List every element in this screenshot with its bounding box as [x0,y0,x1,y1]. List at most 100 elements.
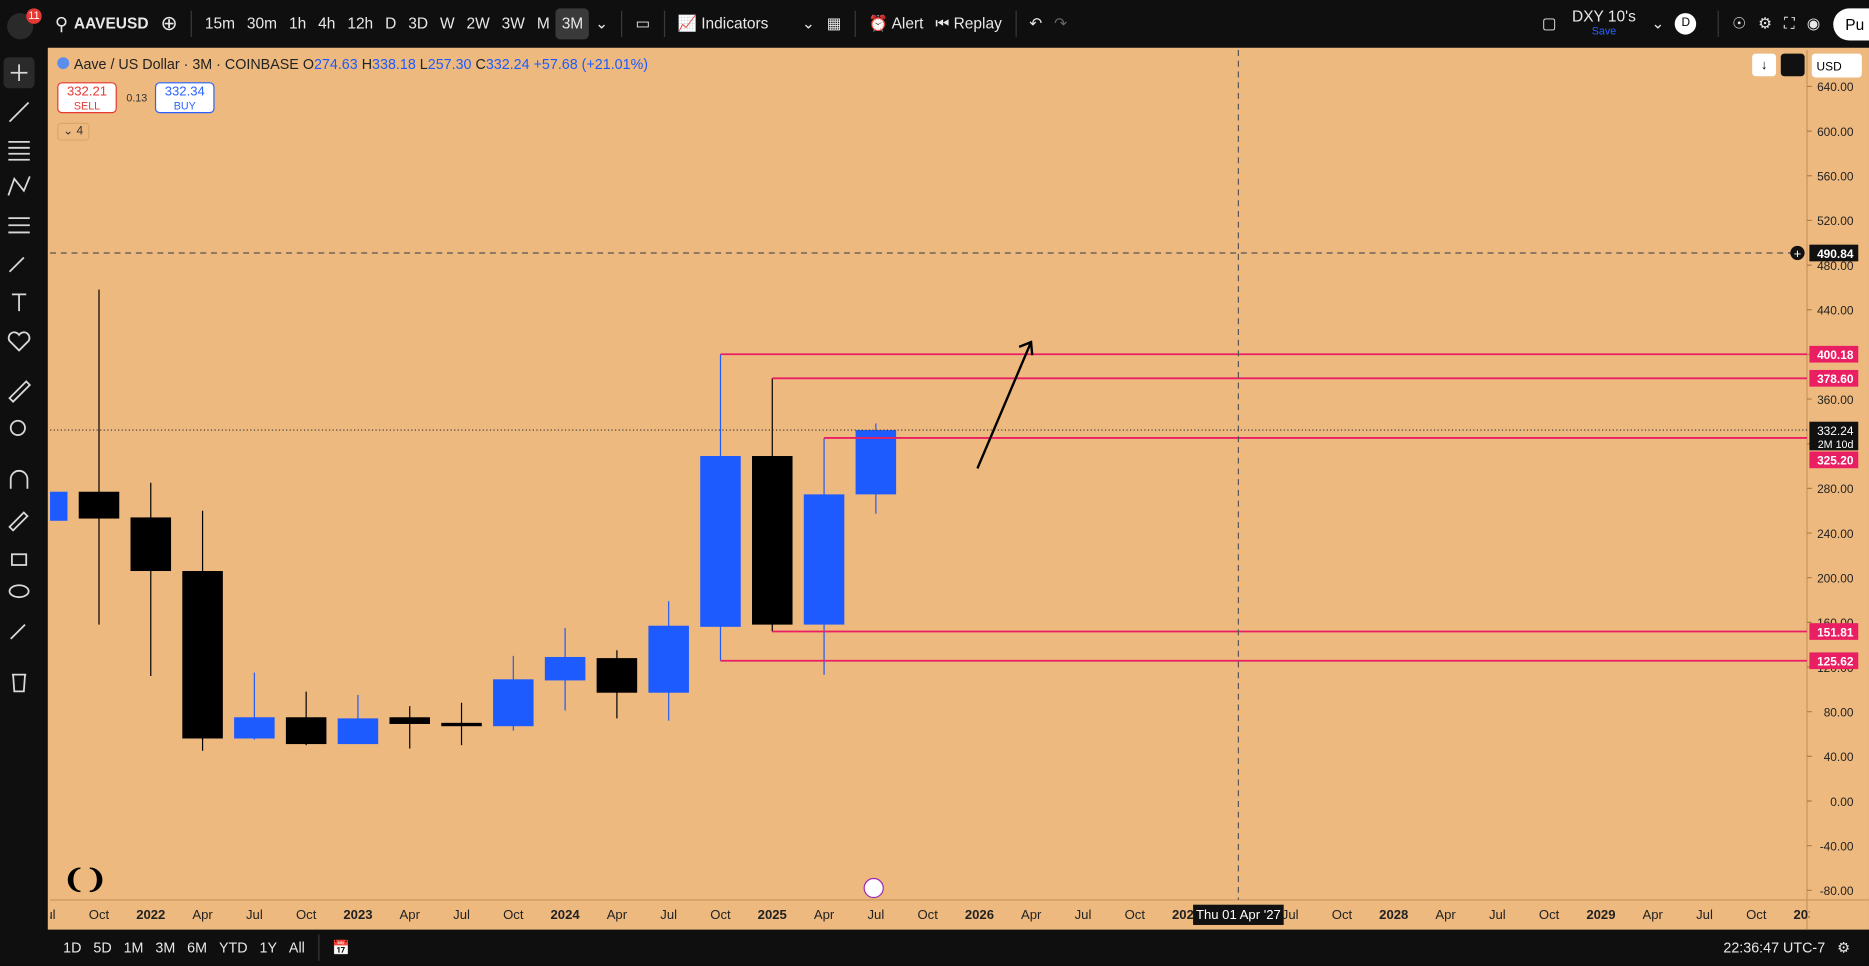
sell-button[interactable]: 332.21 SELL [57,82,117,114]
delete-tool[interactable] [11,673,27,693]
layout-checkbox[interactable]: ▢ [1541,14,1557,33]
interval-button[interactable]: D [385,14,397,33]
interval-button[interactable]: 3W [501,14,525,33]
measure-tool[interactable] [8,380,32,403]
interval-button[interactable]: 3M [555,8,590,40]
text-tool[interactable] [11,293,27,312]
level-label: 325.20 [1817,454,1854,468]
arrow-drawing[interactable] [976,340,1034,469]
chart-type[interactable]: ▭ [635,14,651,33]
interval-button[interactable]: 15m [204,14,236,33]
interval-button[interactable]: 1h [288,14,307,33]
timezone-settings[interactable]: ⚙ [1837,939,1850,956]
replay-button[interactable]: ⏮ Replay [935,14,1002,33]
prediction-tool[interactable] [8,217,30,234]
add-symbol[interactable]: ⊕ [160,11,178,35]
candle-body [493,679,534,727]
scroll-button[interactable] [1752,53,1777,77]
layout-dropdown[interactable]: ⌄ [1651,14,1665,33]
interval-button[interactable]: 3D [408,14,429,33]
link-tool[interactable] [10,623,26,640]
x-tick-label: Oct [89,907,110,922]
goto-date[interactable]: 📅 [332,939,351,956]
hide-tool[interactable] [8,584,30,599]
brush-tool[interactable] [8,256,25,273]
buy-button[interactable]: 332.34 BUY [154,82,215,114]
interval-button[interactable]: 4h [318,14,336,33]
layout-name[interactable]: DXY 10's Save [1572,8,1636,39]
range-button[interactable]: 6M [187,939,208,956]
y-tick-label: 240.00 [1817,527,1854,541]
y-tick-label: 0.00 [1830,795,1854,809]
add-alert-button[interactable] [1790,245,1805,261]
legend-title: Aave / US Dollar · 3M · COINBASE [73,56,299,73]
stay-drawing-tool[interactable] [8,511,29,532]
symbol-search[interactable]: AAVEUSD [73,14,149,33]
indicators-button[interactable]: 📈 Indicators [677,14,769,33]
layouts-button[interactable]: ▦ [826,14,842,33]
interval-button[interactable]: 12h [347,14,374,33]
candle-body [337,718,379,745]
range-button[interactable]: 1M [123,939,144,956]
range-button[interactable]: 1D [63,939,82,956]
clock: 22:36:47 UTC-7 [1723,939,1826,956]
range-button[interactable]: 3M [155,939,176,956]
avatar[interactable]: D [1675,13,1697,35]
x-tick-label: Oct [1125,907,1146,922]
indicator-templates[interactable]: ⌄ [801,14,815,33]
interval-button[interactable]: 30m [246,14,278,33]
candle-body [389,717,430,724]
interval-button[interactable]: 2W [466,14,490,33]
currency-button[interactable] [1811,53,1862,78]
x-tick-label: Apr [1021,907,1042,922]
interval-dropdown[interactable]: ⌄ [595,14,609,33]
level-label: 151.81 [1817,625,1854,639]
range-button[interactable]: YTD [218,939,248,956]
fullscreen-button[interactable]: ⛶ [1783,14,1795,33]
pattern-tool[interactable] [7,176,31,196]
interval-button[interactable]: M [536,14,550,33]
ohlc-value: 338.18 [372,56,416,73]
crosshair-tool[interactable] [10,64,28,82]
level-label-bg [1809,652,1859,670]
y-tick-label: 640.00 [1817,80,1854,94]
x-tick-label: Apr [814,907,835,922]
range-button[interactable]: 5D [93,939,112,956]
screenshot-button[interactable] [1780,53,1805,77]
symbol-icon [57,57,70,70]
lock-tool[interactable] [11,553,28,566]
x-tick-label: Oct [296,907,317,922]
ohlc-value: 274.63 [313,56,358,73]
level-label: 125.62 [1817,655,1854,669]
fib-tool[interactable] [8,140,30,161]
y-tick-label: 200.00 [1817,571,1854,585]
menu-button[interactable]: 11 [5,6,46,42]
quick-search[interactable]: ☉ [1732,14,1747,33]
zoom-tool[interactable] [9,419,26,436]
legend: Aave / US Dollar · 3M · COINBASE O274.63… [57,56,648,73]
favorites-tool[interactable] [7,331,31,352]
chart[interactable]: -80.00-40.000.0040.0080.00120.00160.0020… [47,47,1869,930]
crosshair-date-bg [1193,904,1284,925]
redo-button[interactable]: ↷ [1054,14,1068,33]
interval-list: 15m 30m 1h 4h 12h D 3D W 2W 3W M 3M [199,8,590,40]
magnet-tool[interactable] [9,470,29,489]
indicators-toggle[interactable]: ⌄ 4 [57,122,90,141]
range-list: 1D 5D 1M 3M 6M YTD 1Y All [57,939,311,956]
level-label: 400.18 [1817,348,1854,362]
range-button[interactable]: 1Y [259,939,278,956]
x-tick-label: Jul [246,907,263,922]
alert-button[interactable]: ⏰ Alert [868,14,924,33]
settings-button[interactable]: ⚙ [1758,14,1773,33]
ohlc-value: 332.24 [485,56,530,73]
publish-button[interactable]: Pu [1833,7,1869,40]
undo-button[interactable]: ↶ [1029,14,1043,33]
range-button[interactable]: All [288,939,305,956]
events-icon[interactable] [863,877,884,899]
ohlc-key: C [475,56,486,73]
sell-price: 332.21 [66,84,108,99]
interval-button[interactable]: W [439,14,455,33]
snapshot-button[interactable]: ◉ [1806,14,1821,33]
trend-line-tool[interactable] [8,101,30,123]
